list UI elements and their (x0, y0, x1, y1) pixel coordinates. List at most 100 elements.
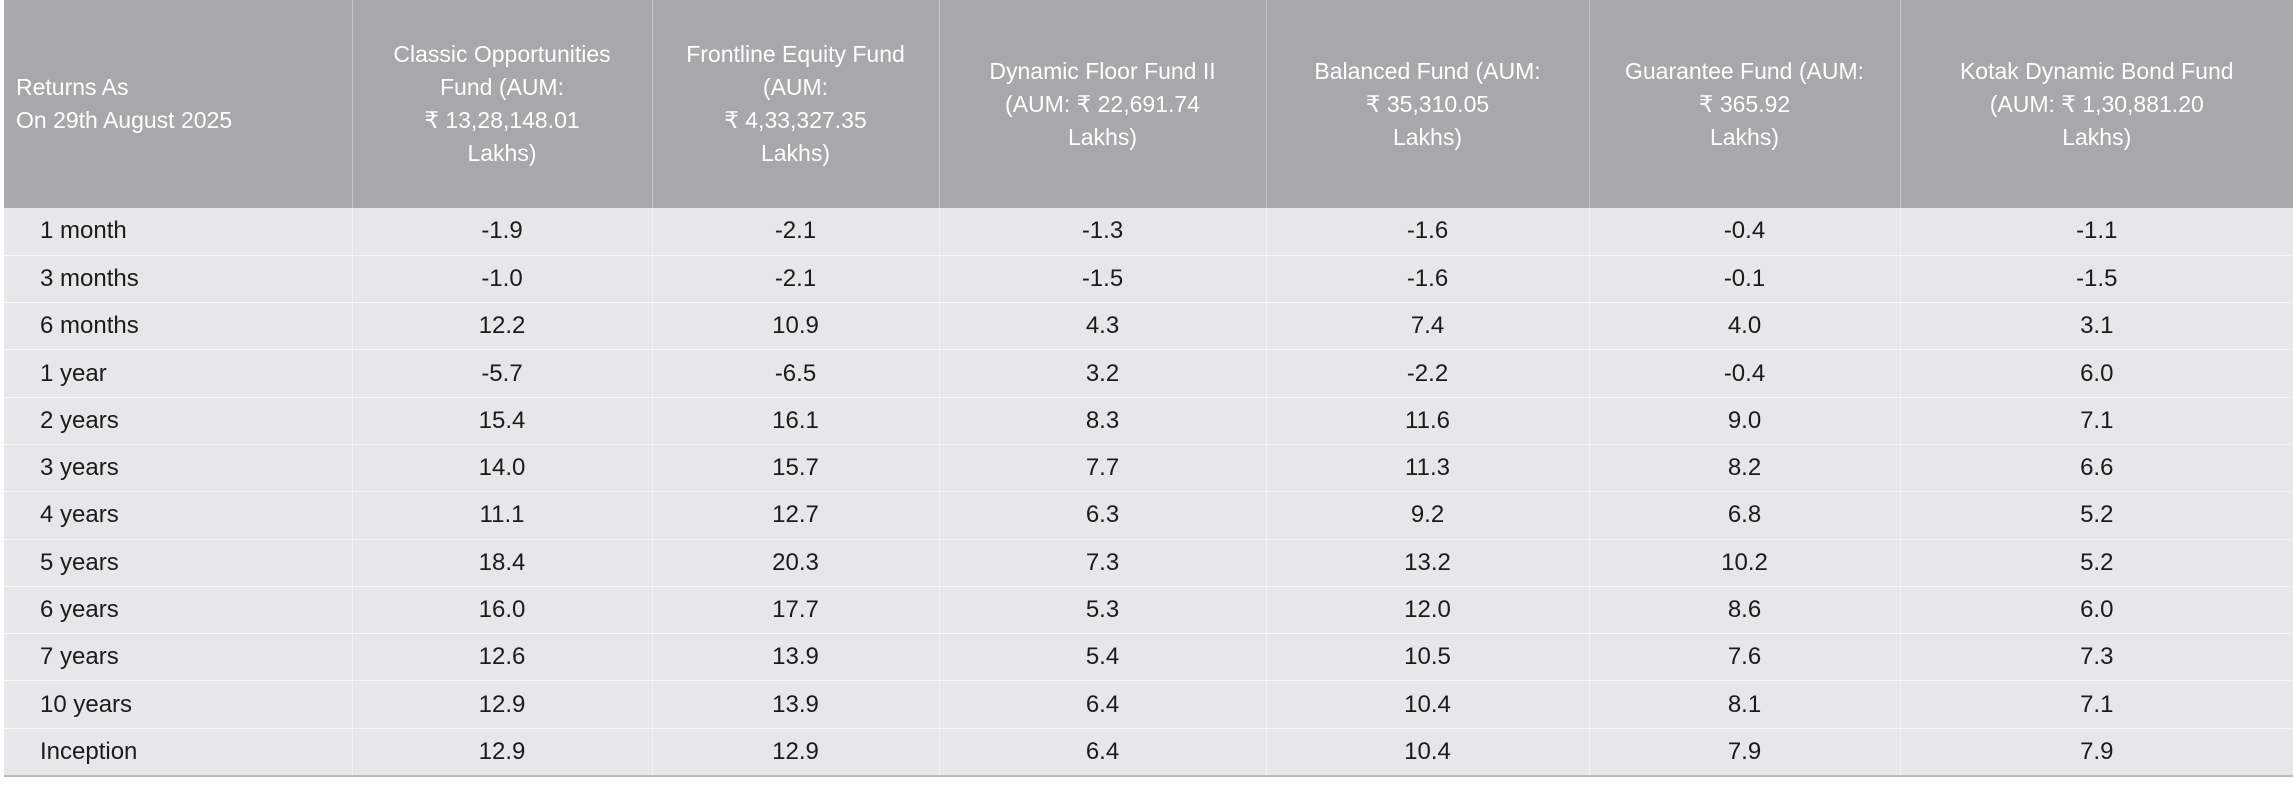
return-value-cell: 6.8 (1589, 491, 1901, 540)
return-value-cell: 6.0 (1900, 586, 2293, 635)
return-value-cell: 12.0 (1266, 586, 1590, 635)
return-value-cell: 11.1 (352, 491, 653, 540)
return-value-cell: 7.1 (1900, 680, 2293, 729)
table-row: 3 years 14.0 15.7 7.7 11.3 8.2 6.6 (4, 444, 2293, 493)
return-value-cell: -1.5 (1900, 255, 2293, 304)
header-returns-as: Returns As On 29th August 2025 (4, 0, 353, 208)
return-value-cell: -6.5 (652, 349, 940, 398)
return-value-cell: 13.9 (652, 680, 940, 729)
return-value-cell: 8.3 (939, 397, 1267, 445)
return-value-cell: 7.7 (939, 444, 1267, 493)
return-value-cell: 12.9 (652, 728, 940, 777)
returns-table-container: Returns As On 29th August 2025 Classic O… (4, 0, 2293, 777)
row-period-label: 1 month (4, 208, 353, 256)
table-row: 7 years 12.6 13.9 5.4 10.5 7.6 7.3 (4, 633, 2293, 682)
return-value-cell: 13.9 (652, 633, 940, 682)
return-value-cell: 7.4 (1266, 302, 1590, 351)
return-value-cell: -0.1 (1589, 255, 1901, 304)
row-period-label: 5 years (4, 539, 353, 587)
row-period-label: 4 years (4, 491, 353, 540)
header-fund-0: Classic Opportunities Fund (AUM: ₹ 13,28… (352, 0, 653, 208)
return-value-cell: 12.7 (652, 491, 940, 540)
header-fund-4: Guarantee Fund (AUM: ₹ 365.92 Lakhs) (1589, 0, 1901, 208)
row-period-label: 3 years (4, 444, 353, 493)
return-value-cell: 16.1 (652, 397, 940, 445)
row-period-label: 2 years (4, 397, 353, 445)
return-value-cell: 5.2 (1900, 491, 2293, 540)
row-period-label: 1 year (4, 349, 353, 398)
return-value-cell: 3.1 (1900, 302, 2293, 351)
row-period-label: Inception (4, 728, 353, 777)
return-value-cell: 6.4 (939, 680, 1267, 729)
return-value-cell: -1.0 (352, 255, 653, 304)
return-value-cell: -1.6 (1266, 255, 1590, 304)
return-value-cell: 7.1 (1900, 397, 2293, 445)
table-row: 2 years 15.4 16.1 8.3 11.6 9.0 7.1 (4, 397, 2293, 445)
table-row: 5 years 18.4 20.3 7.3 13.2 10.2 5.2 (4, 539, 2293, 587)
return-value-cell: -1.6 (1266, 208, 1590, 256)
return-value-cell: 7.9 (1589, 728, 1901, 777)
return-value-cell: 17.7 (652, 586, 940, 635)
return-value-cell: -0.4 (1589, 208, 1901, 256)
return-value-cell: 8.2 (1589, 444, 1901, 493)
return-value-cell: -1.5 (939, 255, 1267, 304)
table-row: 4 years 11.1 12.7 6.3 9.2 6.8 5.2 (4, 491, 2293, 540)
return-value-cell: -1.9 (352, 208, 653, 256)
return-value-cell: -0.4 (1589, 349, 1901, 398)
return-value-cell: 6.6 (1900, 444, 2293, 493)
return-value-cell: 10.5 (1266, 633, 1590, 682)
row-period-label: 10 years (4, 680, 353, 729)
return-value-cell: -5.7 (352, 349, 653, 398)
table-row: 1 year -5.7 -6.5 3.2 -2.2 -0.4 6.0 (4, 349, 2293, 398)
return-value-cell: 6.4 (939, 728, 1267, 777)
table-row: 6 years 16.0 17.7 5.3 12.0 8.6 6.0 (4, 586, 2293, 635)
return-value-cell: -2.1 (652, 208, 940, 256)
table-row: 10 years 12.9 13.9 6.4 10.4 8.1 7.1 (4, 680, 2293, 729)
return-value-cell: -2.1 (652, 255, 940, 304)
return-value-cell: 15.4 (352, 397, 653, 445)
header-fund-2: Dynamic Floor Fund II (AUM: ₹ 22,691.74 … (939, 0, 1267, 208)
table-row: Inception 12.9 12.9 6.4 10.4 7.9 7.9 (4, 728, 2293, 777)
return-value-cell: 12.2 (352, 302, 653, 351)
row-period-label: 3 months (4, 255, 353, 304)
return-value-cell: 14.0 (352, 444, 653, 493)
return-value-cell: 7.6 (1589, 633, 1901, 682)
return-value-cell: 13.2 (1266, 539, 1590, 587)
return-value-cell: 11.6 (1266, 397, 1590, 445)
return-value-cell: 15.7 (652, 444, 940, 493)
return-value-cell: 6.0 (1900, 349, 2293, 398)
table-row: 6 months 12.2 10.9 4.3 7.4 4.0 3.1 (4, 302, 2293, 351)
return-value-cell: 5.3 (939, 586, 1267, 635)
return-value-cell: 8.1 (1589, 680, 1901, 729)
return-value-cell: 10.4 (1266, 680, 1590, 729)
return-value-cell: 11.3 (1266, 444, 1590, 493)
fund-returns-table: Returns As On 29th August 2025 Classic O… (4, 0, 2293, 777)
return-value-cell: 4.0 (1589, 302, 1901, 351)
return-value-cell: 7.3 (1900, 633, 2293, 682)
return-value-cell: 6.3 (939, 491, 1267, 540)
return-value-cell: 10.2 (1589, 539, 1901, 587)
return-value-cell: 7.3 (939, 539, 1267, 587)
row-period-label: 6 months (4, 302, 353, 351)
row-period-label: 6 years (4, 586, 353, 635)
header-fund-1: Frontline Equity Fund (AUM: ₹ 4,33,327.3… (652, 0, 940, 208)
return-value-cell: 20.3 (652, 539, 940, 587)
return-value-cell: 12.9 (352, 680, 653, 729)
return-value-cell: 16.0 (352, 586, 653, 635)
return-value-cell: 10.4 (1266, 728, 1590, 777)
table-row: 3 months -1.0 -2.1 -1.5 -1.6 -0.1 -1.5 (4, 255, 2293, 304)
return-value-cell: 12.6 (352, 633, 653, 682)
header-fund-5: Kotak Dynamic Bond Fund (AUM: ₹ 1,30,881… (1900, 0, 2293, 208)
header-row: Returns As On 29th August 2025 Classic O… (4, 0, 2293, 208)
return-value-cell: -1.1 (1900, 208, 2293, 256)
header-fund-3: Balanced Fund (AUM: ₹ 35,310.05 Lakhs) (1266, 0, 1590, 208)
return-value-cell: 7.9 (1900, 728, 2293, 777)
row-period-label: 7 years (4, 633, 353, 682)
return-value-cell: 5.4 (939, 633, 1267, 682)
return-value-cell: 4.3 (939, 302, 1267, 351)
return-value-cell: -2.2 (1266, 349, 1590, 398)
return-value-cell: 18.4 (352, 539, 653, 587)
return-value-cell: 3.2 (939, 349, 1267, 398)
return-value-cell: -1.3 (939, 208, 1267, 256)
return-value-cell: 8.6 (1589, 586, 1901, 635)
